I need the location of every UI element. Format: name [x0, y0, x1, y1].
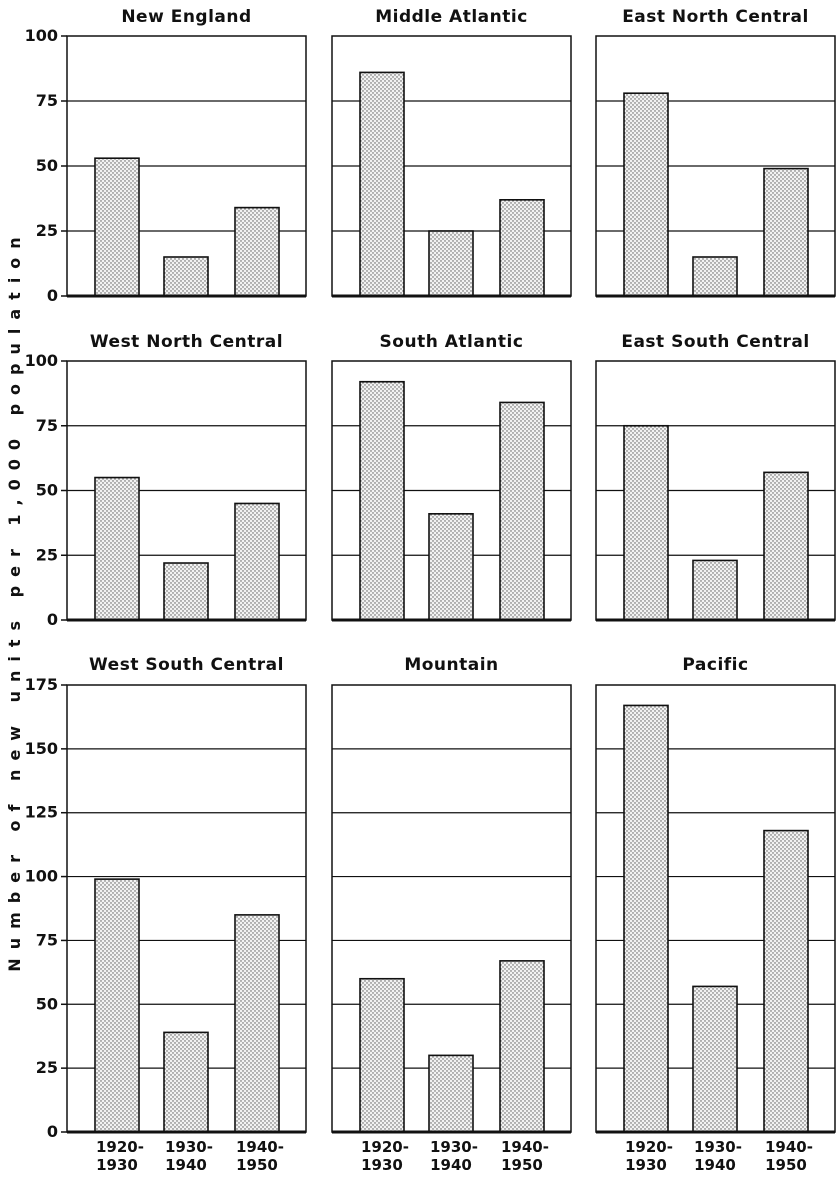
y-tick-label: 50 [36, 994, 58, 1013]
panel-title: South Atlantic [380, 332, 524, 352]
panel-title: Mountain [404, 655, 498, 675]
bar-1 [163, 256, 209, 297]
y-tick-label: 0 [47, 1122, 58, 1141]
panel-3: West North Central 0 25 50 75 100 [25, 332, 307, 629]
panel-title: East North Central [622, 7, 809, 27]
x-category-label: 1940-1950 [501, 1138, 549, 1174]
panel-1: Middle Atlantic [331, 7, 572, 298]
bar-1 [692, 256, 738, 297]
panel-title: Pacific [682, 655, 748, 675]
y-tick-label: 25 [36, 545, 58, 564]
x-category-label: 1920-1930 [96, 1138, 144, 1174]
x-category-label: 1930-1940 [165, 1138, 213, 1174]
y-tick-label: 75 [36, 91, 58, 110]
bar-2 [234, 206, 280, 297]
y-tick-label: 100 [25, 351, 58, 370]
y-tick-label: 0 [47, 286, 58, 305]
bar-0 [94, 157, 140, 297]
bar-2 [234, 502, 280, 621]
y-tick-label: 25 [36, 221, 58, 240]
y-tick-label: 75 [36, 930, 58, 949]
y-tick-label: 150 [25, 739, 58, 758]
y-tick-label: 125 [25, 803, 58, 822]
bar-1 [692, 559, 738, 621]
bar-2 [763, 829, 809, 1133]
bar-2 [499, 960, 545, 1133]
panel-8: Pacific 1920-1930 1930-1940 1940-1950 [595, 655, 836, 1174]
panel-title: New England [121, 7, 251, 27]
bar-0 [94, 476, 140, 621]
bar-0 [623, 704, 669, 1133]
y-tick-label: 100 [25, 867, 58, 886]
bar-0 [359, 71, 405, 297]
panel-0: New England 0 25 50 75 100 [25, 7, 307, 305]
bar-2 [499, 199, 545, 297]
panel-title: East South Central [621, 332, 809, 352]
y-tick-label: 50 [36, 481, 58, 500]
y-tick-label: 50 [36, 156, 58, 175]
bar-0 [623, 92, 669, 297]
panel-2: East North Central [595, 7, 836, 298]
y-axis-label: Number of new units per 1,000 population [5, 228, 24, 971]
bar-2 [499, 401, 545, 621]
panel-4: South Atlantic [331, 332, 572, 622]
bar-0 [623, 424, 669, 621]
panel-5: East South Central [595, 332, 836, 622]
panels: New England 0 25 50 75 100 Middle Atlantic East… [25, 7, 836, 1174]
bar-1 [428, 230, 474, 297]
bar-2 [234, 914, 280, 1133]
x-category-label: 1930-1940 [430, 1138, 478, 1174]
panel-title: West South Central [89, 655, 284, 675]
bar-0 [359, 380, 405, 621]
bar-1 [163, 1031, 209, 1133]
x-category-label: 1920-1930 [625, 1138, 673, 1174]
bar-1 [428, 1054, 474, 1133]
bar-2 [763, 167, 809, 297]
x-category-label: 1930-1940 [694, 1138, 742, 1174]
x-category-label: 1920-1930 [361, 1138, 409, 1174]
bar-0 [94, 878, 140, 1133]
y-tick-label: 25 [36, 1058, 58, 1077]
y-tick-label: 100 [25, 26, 58, 45]
panel-title: Middle Atlantic [375, 7, 528, 27]
panel-title: West North Central [90, 332, 283, 352]
x-category-label: 1940-1950 [765, 1138, 813, 1174]
bar-0 [359, 977, 405, 1133]
bar-1 [163, 562, 209, 621]
bar-1 [692, 985, 738, 1133]
panel-7: Mountain 1920-1930 1930-1940 1940-1950 [331, 655, 572, 1174]
bar-1 [428, 513, 474, 621]
x-category-label: 1940-1950 [236, 1138, 284, 1174]
y-tick-label: 75 [36, 416, 58, 435]
panel-6: West South Central 0 25 50 75 100 125 150 175 192… [25, 655, 307, 1174]
y-tick-label: 0 [47, 610, 58, 629]
bar-2 [763, 471, 809, 621]
y-tick-label: 175 [25, 675, 58, 694]
